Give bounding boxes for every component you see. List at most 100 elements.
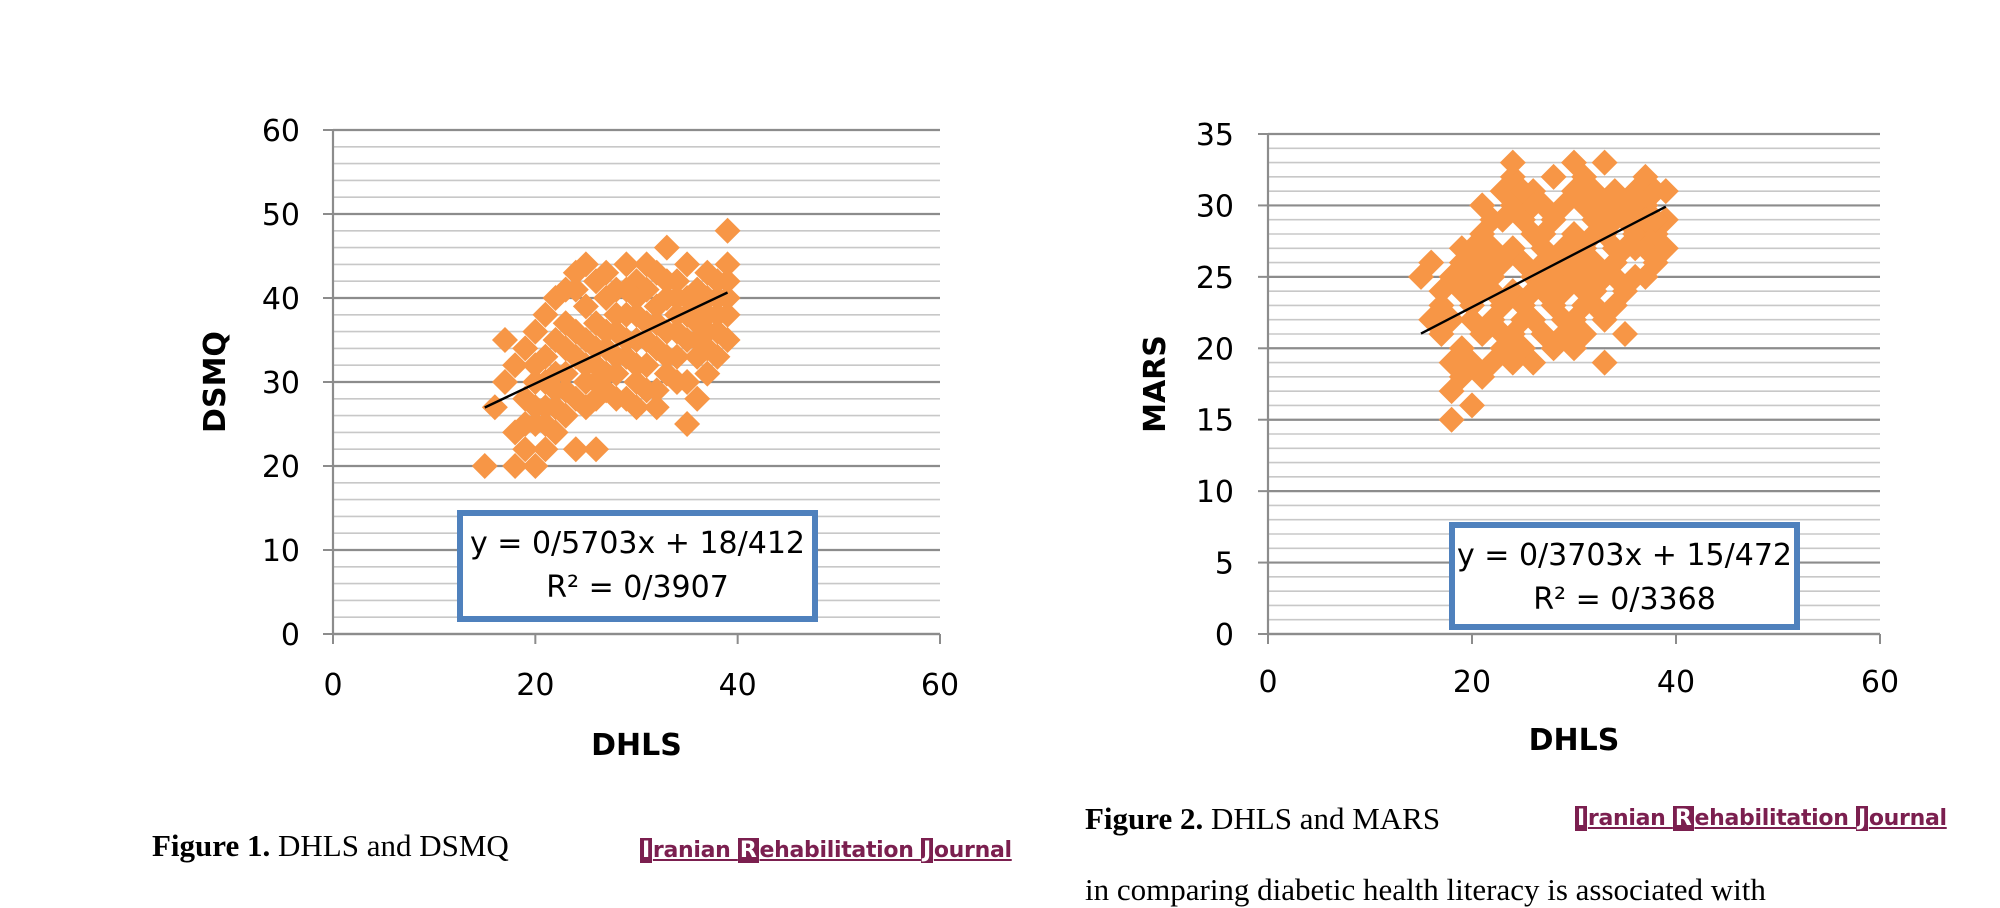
data-point	[704, 318, 731, 345]
data-point	[613, 251, 640, 278]
data-point	[1499, 278, 1526, 305]
data-point	[633, 251, 660, 278]
data-points	[471, 217, 741, 479]
trendline-equation-2: y = 0/3703x + 15/472	[1456, 538, 1792, 573]
x-tick-label: 20	[1453, 665, 1491, 700]
figure-2-caption: Figure 2. DHLS and MARS	[1085, 801, 1440, 837]
logo-initial-r: R	[737, 838, 759, 863]
data-point	[1561, 335, 1587, 362]
data-point	[1652, 235, 1679, 262]
data-point	[603, 301, 630, 328]
data-point	[603, 385, 630, 412]
logo-initial-i: I	[1575, 806, 1587, 831]
data-point	[1591, 192, 1618, 219]
data-point	[623, 301, 650, 328]
data-point	[1622, 235, 1649, 262]
data-point	[1622, 206, 1649, 233]
data-point	[1550, 321, 1577, 347]
data-point	[1540, 163, 1567, 190]
logo-text-ehabilitation: ehabilitation	[759, 838, 921, 863]
trendline	[1420, 205, 1667, 335]
data-point	[512, 411, 539, 437]
data-point	[714, 301, 741, 328]
y-tick-label: 20	[262, 450, 300, 485]
data-point	[1489, 178, 1516, 205]
data-point	[491, 369, 518, 395]
y-tick-label: 50	[262, 198, 300, 233]
logo-initial-r: R	[1672, 806, 1694, 831]
data-point	[1448, 335, 1475, 362]
data-point	[572, 293, 599, 320]
data-point	[522, 394, 549, 421]
logo-text-ranian: ranian	[1587, 806, 1673, 831]
data-point	[491, 327, 518, 353]
y-tick-label: 0	[281, 618, 300, 653]
data-point	[653, 343, 680, 370]
data-point	[1479, 206, 1506, 233]
x-tick-label: 60	[921, 668, 959, 703]
data-point	[694, 360, 721, 387]
data-point	[1591, 349, 1618, 376]
data-point	[1448, 278, 1475, 305]
y-tick-label: 15	[1196, 404, 1234, 439]
trendline-equation-box-1: y = 0/5703x + 18/412 R² = 0/3907	[457, 510, 818, 622]
data-point	[653, 268, 680, 295]
data-point	[1479, 349, 1506, 376]
data-point	[1499, 149, 1526, 176]
x-tick-label: 0	[323, 668, 342, 703]
data-point	[1571, 321, 1598, 347]
data-point	[603, 343, 630, 370]
trendline	[484, 291, 729, 409]
data-point	[1581, 278, 1608, 305]
data-point	[562, 318, 589, 345]
logo-text-ranian: ranian	[652, 838, 738, 863]
logo-initial-j: J	[1855, 806, 1868, 831]
figure-2-text: DHLS and MARS	[1211, 801, 1441, 836]
data-point	[1418, 249, 1445, 276]
data-point	[1499, 235, 1526, 262]
data-point	[562, 436, 589, 463]
r-squared-2: R² = 0/3368	[1533, 582, 1716, 617]
data-point	[552, 377, 579, 404]
data-point	[1652, 178, 1679, 205]
data-point	[532, 411, 559, 437]
scatter-chart-dhls-mars: 0 20 40 60 0 5 10 15 20 25 30 35 DHLS MARS y = 0/3703…	[1000, 0, 2000, 800]
data-point	[1459, 292, 1485, 319]
data-point	[532, 301, 559, 328]
data-point	[663, 285, 690, 311]
scatter-plot-svg-1: 0 20 40 60 0 10 20 30 40 50 60 DHLS DSMQ	[198, 114, 959, 763]
data-point	[593, 259, 620, 286]
scatter-chart-dhls-dsmq: 0 20 40 60 0 10 20 30 40 50 60 DHLS DSMQ y = 0/5703x…	[0, 0, 1000, 800]
data-point	[643, 394, 670, 421]
data-point	[572, 251, 599, 278]
data-point	[512, 335, 539, 362]
y-tick-label: 25	[1196, 261, 1234, 296]
figure-1-caption: Figure 1. DHLS and DSMQ	[152, 828, 509, 864]
data-point	[714, 217, 741, 244]
data-point	[674, 251, 701, 278]
data-point	[1448, 249, 1475, 276]
data-point	[1601, 292, 1628, 319]
y-tick-label: 60	[262, 114, 300, 149]
x-axis-label: DHLS	[1529, 723, 1620, 758]
data-point	[1499, 349, 1526, 376]
figure-2-label: Figure 2.	[1085, 801, 1204, 836]
data-point	[714, 268, 741, 295]
scatter-plot-svg-2: 0 20 40 60 0 5 10 15 20 25 30 35 DHLS MARS	[1138, 118, 1899, 758]
data-point	[714, 251, 741, 278]
data-point	[1591, 149, 1618, 176]
data-point	[552, 335, 579, 362]
data-point	[1479, 278, 1506, 305]
data-point	[502, 352, 529, 379]
data-point	[1601, 249, 1628, 276]
data-point	[694, 301, 721, 328]
data-point	[1520, 192, 1547, 219]
data-point	[1550, 235, 1577, 262]
y-tick-label: 30	[262, 366, 300, 401]
x-axis-label: DHLS	[591, 728, 682, 763]
data-point	[623, 394, 650, 421]
data-point	[1459, 392, 1485, 419]
data-point	[1510, 306, 1536, 333]
y-tick-label: 40	[262, 282, 300, 317]
